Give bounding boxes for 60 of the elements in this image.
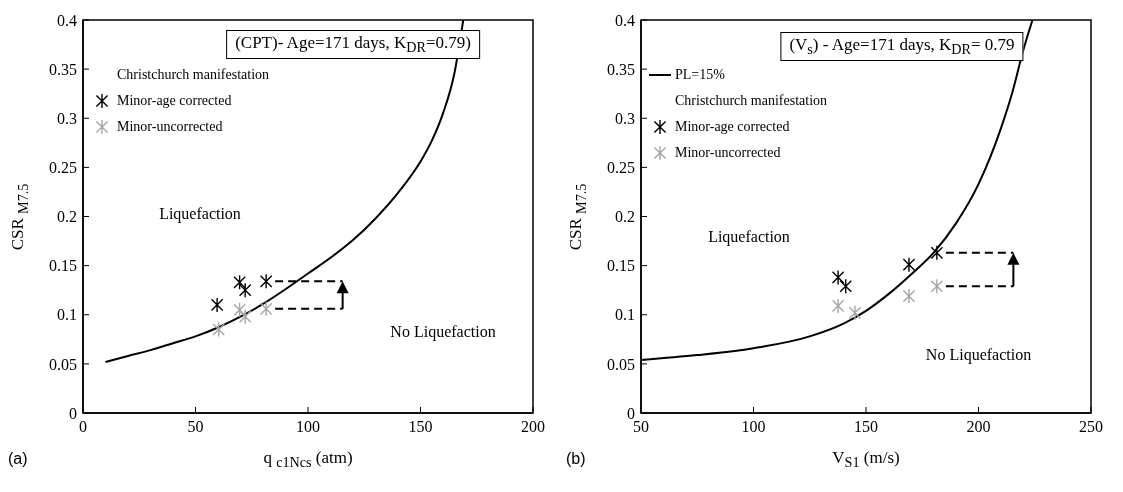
x-axis-title: q $_{c1Ncs}$ (atm): [263, 448, 353, 472]
y-tick-label: 0.05: [607, 355, 635, 373]
x-tick-label: 50: [187, 418, 204, 436]
y-tick-label: 0.15: [49, 257, 77, 275]
legend-label: Minor-age corrected: [675, 119, 790, 136]
point: [831, 269, 845, 286]
legend-label: Minor-uncorrected: [117, 119, 223, 136]
point: [259, 301, 273, 317]
x-tick-label: 200: [521, 418, 545, 436]
point: [902, 256, 916, 273]
legend-title: Christchurch manifestation: [675, 93, 828, 110]
y-tick-label: 0: [627, 404, 635, 422]
point: [233, 274, 246, 291]
annotation: Liquefaction: [159, 204, 241, 223]
x-tick-label: 150: [408, 418, 433, 436]
annotation: Liquefaction: [708, 228, 790, 247]
x-tick-label: 50: [633, 418, 649, 436]
annotation: (CPT)- Age=171 days, K$_{DR}$=0.79): [226, 29, 480, 60]
point: [210, 297, 224, 313]
legend-label: Minor-uncorrected: [675, 145, 781, 162]
y-tick-label: 0.3: [615, 109, 635, 127]
y-tick-label: 0.25: [607, 159, 635, 177]
legend-label: Minor-age corrected: [117, 93, 232, 110]
point: [238, 282, 252, 298]
y-tick-label: 0.15: [607, 257, 635, 275]
y-tick-label: 0.4: [615, 11, 635, 29]
x-axis-title: V$_{S1}$ (m/s): [832, 448, 900, 472]
text: (b): [566, 450, 586, 468]
legend-title: Christchurch manifestation: [117, 67, 270, 84]
y-tick-label: 0.25: [49, 159, 77, 177]
y-tick-label: 0.1: [615, 306, 635, 324]
x-tick-label: 100: [296, 418, 320, 436]
y-tick-label: 0.1: [57, 306, 77, 324]
point: [839, 278, 853, 294]
y-tick-label: 0.2: [57, 208, 77, 226]
point: [233, 302, 246, 318]
point: [259, 273, 273, 290]
legend-label: PL=15%: [675, 67, 725, 84]
text: (a): [8, 450, 28, 468]
x-tick-label: 100: [741, 418, 766, 436]
point: [831, 298, 845, 314]
y-tick-label: 0.35: [607, 60, 635, 78]
point: [848, 305, 862, 321]
annotation: (V$_{s}$) - Age=171 days, K$_{DR}$= 0.79: [780, 31, 1024, 62]
annotation: No Liquefaction: [390, 322, 496, 341]
y-tick-label: 0.3: [57, 109, 77, 127]
annotation: No Liquefaction: [925, 346, 1032, 365]
x-tick-label: 150: [854, 418, 878, 436]
point: [902, 288, 916, 304]
y-tick-label: 0.35: [49, 60, 77, 78]
point: [212, 321, 225, 338]
y-tick-label: 0: [69, 404, 77, 422]
point: [238, 309, 252, 325]
x-tick-label: 250: [1079, 418, 1103, 436]
x-tick-label: 200: [966, 418, 991, 436]
y-tick-label: 0.2: [615, 208, 635, 226]
point: [930, 245, 944, 261]
y-tick-label: 0.4: [57, 11, 77, 29]
y-tick-label: 0.05: [49, 355, 77, 373]
point: [930, 278, 944, 294]
